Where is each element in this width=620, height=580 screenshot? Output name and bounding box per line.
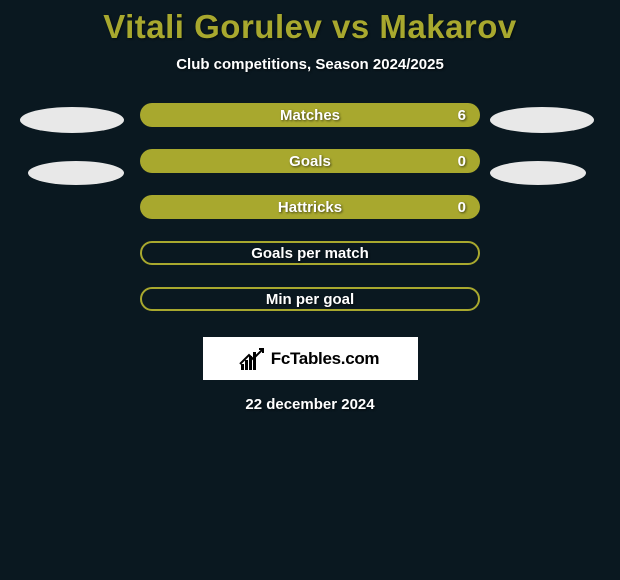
stat-label: Min per goal — [266, 291, 354, 308]
player-right-avatar-2 — [490, 161, 586, 185]
comparison-widget: Vitali Gorulev vs Makarov Club competiti… — [0, 0, 620, 413]
stat-label: Goals per match — [251, 245, 369, 262]
stat-bars: Matches 6 Goals 0 Hattricks 0 Goals per … — [140, 103, 480, 311]
stat-bar-goals-per-match: Goals per match — [140, 241, 480, 265]
right-avatars — [490, 103, 600, 311]
stat-bar-min-per-goal: Min per goal — [140, 287, 480, 311]
player-right-avatar-1 — [490, 107, 594, 133]
chart-icon — [241, 348, 265, 370]
stats-area: Matches 6 Goals 0 Hattricks 0 Goals per … — [0, 103, 620, 311]
player-left-avatar-2 — [28, 161, 124, 185]
page-title: Vitali Gorulev vs Makarov — [103, 8, 517, 46]
stat-bar-hattricks: Hattricks 0 — [140, 195, 480, 219]
brand-text: FcTables.com — [271, 349, 380, 369]
stat-label: Goals — [289, 153, 331, 170]
date-label: 22 december 2024 — [245, 396, 374, 413]
stat-bar-matches: Matches 6 — [140, 103, 480, 127]
stat-value: 0 — [458, 199, 466, 216]
player-left-avatar-1 — [20, 107, 124, 133]
subtitle: Club competitions, Season 2024/2025 — [176, 56, 444, 73]
stat-value: 0 — [458, 153, 466, 170]
arrow-icon — [239, 348, 265, 366]
left-avatars — [20, 103, 130, 311]
stat-bar-goals: Goals 0 — [140, 149, 480, 173]
stat-value: 6 — [458, 107, 466, 124]
brand-link[interactable]: FcTables.com — [203, 337, 418, 380]
stat-label: Matches — [280, 107, 340, 124]
stat-label: Hattricks — [278, 199, 342, 216]
